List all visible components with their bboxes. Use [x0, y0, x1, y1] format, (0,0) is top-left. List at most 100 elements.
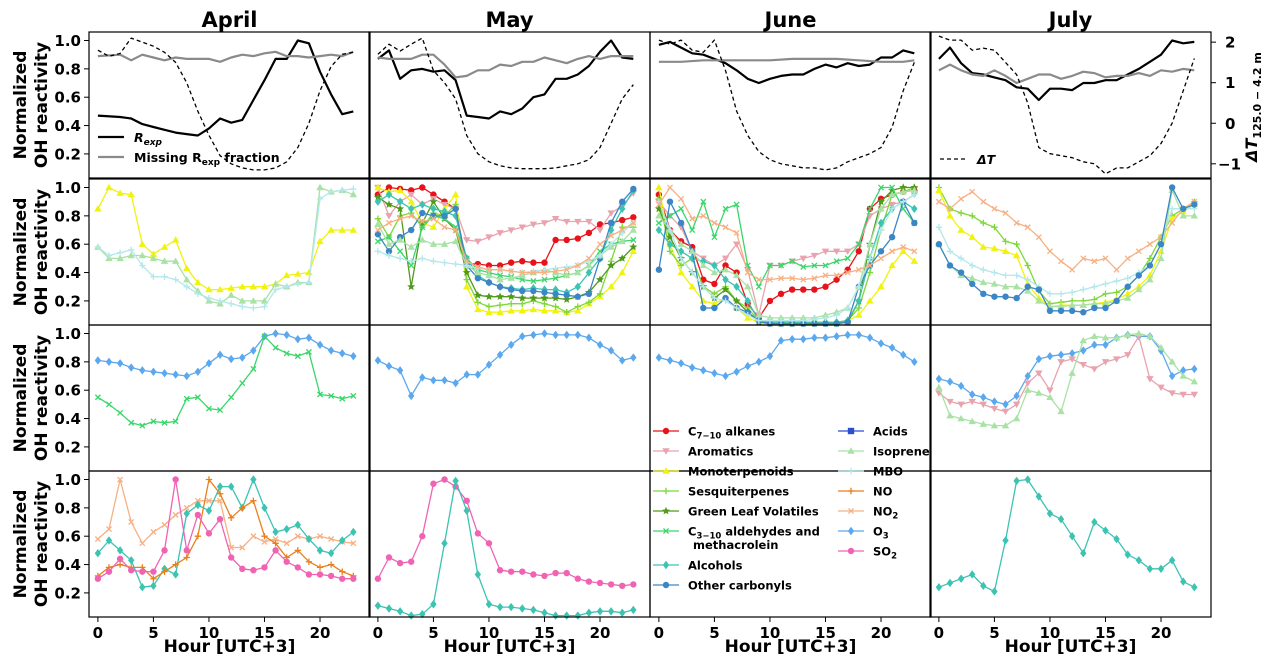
marker-x	[662, 527, 670, 535]
marker-star	[662, 506, 670, 515]
marker-x	[946, 205, 954, 212]
marker-x	[508, 268, 515, 275]
marker-tri_up	[238, 297, 246, 304]
marker-tri_down	[1157, 384, 1165, 392]
marker-tri_up	[946, 412, 954, 419]
marker-diamond	[1180, 366, 1187, 375]
marker-circle	[474, 275, 482, 282]
marker-x	[733, 229, 740, 236]
marker-tri_up	[1146, 332, 1154, 340]
marker-x	[1080, 255, 1087, 262]
marker-x	[1058, 258, 1065, 265]
marker-tri_up	[910, 186, 919, 194]
marker-x	[778, 275, 785, 282]
marker-plus	[1113, 277, 1120, 285]
series-line-o3	[377, 332, 634, 397]
marker-plus	[519, 300, 526, 307]
series-no2	[374, 212, 637, 276]
marker-circle	[855, 248, 863, 255]
marker-tri_up	[1090, 332, 1099, 340]
marker-plus	[128, 246, 135, 254]
marker-circle	[833, 276, 840, 283]
legend-missing-a: Missing R	[134, 150, 202, 165]
marker-tri_up	[396, 236, 404, 243]
marker-plus	[1046, 290, 1054, 298]
legend-label-main: Other carbonyls	[688, 579, 792, 593]
marker-tri_up	[688, 247, 696, 254]
marker-star	[877, 197, 885, 206]
legend-label: Other carbonyls	[688, 579, 792, 593]
marker-star	[396, 204, 405, 213]
marker-circle	[607, 581, 615, 588]
legend-label: Alcohols	[688, 559, 743, 573]
series-alc	[374, 186, 637, 297]
marker-diamond	[574, 282, 582, 291]
marker-tri_down	[507, 227, 515, 234]
marker-tri_up	[116, 189, 124, 196]
marker-circle	[316, 571, 324, 578]
marker-circle	[552, 290, 559, 298]
marker-x	[1024, 224, 1031, 231]
marker-plus	[811, 316, 818, 323]
marker-diamond	[452, 476, 459, 486]
marker-star	[507, 292, 516, 300]
marker-circle	[619, 198, 626, 205]
marker-diamond	[339, 349, 346, 358]
marker-diamond	[991, 397, 998, 406]
marker-plus	[777, 317, 785, 324]
panel-frame	[649, 470, 932, 618]
panel-frame	[368, 31, 651, 179]
marker-tri_up	[1068, 369, 1076, 376]
marker-diamond	[194, 500, 202, 510]
marker-plus	[1002, 238, 1009, 245]
marker-x	[94, 536, 101, 543]
marker-tri_up	[677, 268, 685, 276]
marker-tri_up	[149, 254, 158, 262]
marker-x	[1046, 248, 1053, 255]
marker-x	[128, 519, 135, 526]
marker-x	[1069, 266, 1076, 273]
marker-plus	[294, 280, 302, 288]
marker-x	[855, 241, 862, 248]
legend-label: MBO	[873, 465, 903, 479]
marker-plus	[261, 533, 268, 540]
marker-diamond	[1002, 400, 1009, 409]
panel-june-row1	[649, 178, 932, 327]
marker-circle	[374, 575, 382, 582]
legend-missing-b: fraction	[220, 150, 280, 165]
marker-diamond	[866, 333, 874, 342]
marker-diamond	[630, 353, 637, 362]
marker-diamond	[689, 254, 696, 263]
marker-tri_up	[562, 271, 571, 279]
marker-tri_up	[1068, 301, 1076, 308]
marker-x	[878, 184, 885, 191]
legend-entry-mbo: MBO	[838, 465, 903, 479]
marker-plus	[833, 311, 840, 319]
marker-circle	[530, 287, 537, 295]
marker-diamond	[396, 607, 404, 616]
marker-plus	[150, 575, 157, 582]
marker-circle	[655, 266, 663, 273]
marker-plus	[666, 226, 674, 234]
marker-plus	[1024, 262, 1031, 269]
marker-tri_up	[1179, 212, 1187, 219]
marker-tri_up	[338, 226, 346, 233]
marker-circle	[574, 575, 582, 582]
marker-circle	[105, 568, 113, 575]
legend-entry-o3: O3	[838, 525, 889, 542]
marker-diamond	[105, 357, 113, 367]
marker-circle	[630, 185, 637, 193]
marker-diamond	[94, 549, 102, 558]
marker-diamond	[811, 333, 818, 342]
marker-diamond	[272, 329, 279, 338]
marker-tri_down	[1012, 401, 1021, 409]
marker-x	[991, 205, 998, 212]
panel-june-row2	[649, 324, 932, 472]
marker-diamond	[216, 482, 224, 491]
marker-x	[228, 394, 235, 401]
marker-star	[721, 285, 730, 293]
marker-diamond	[596, 340, 604, 350]
marker-diamond	[1013, 476, 1020, 486]
series-miss	[658, 57, 915, 63]
marker-x	[778, 262, 785, 269]
